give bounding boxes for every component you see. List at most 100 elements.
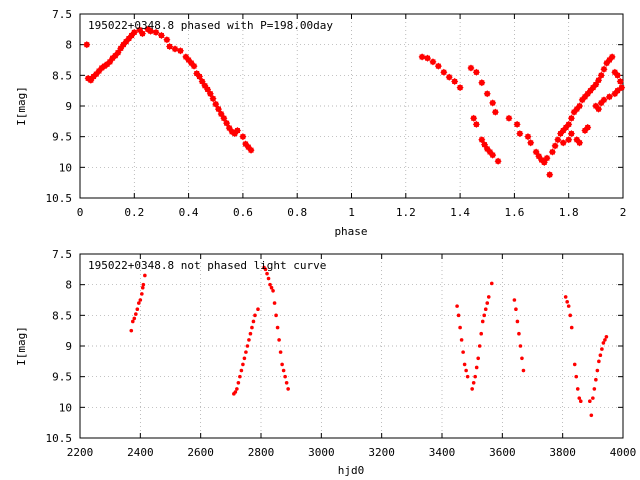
unphased-x-tick-label: 2400 [127, 446, 154, 459]
phased-y-tick-label: 10 [59, 161, 72, 174]
phased-data-point [206, 90, 214, 98]
phased-data-point [489, 151, 497, 159]
unphased-data-point [461, 350, 465, 354]
unphased-data-point [244, 350, 248, 354]
unphased-data-point [281, 368, 286, 373]
phased-data-point [600, 96, 608, 104]
unphased-data-point [473, 374, 477, 379]
unphased-data-point [242, 356, 247, 361]
phased-data-point [597, 71, 605, 79]
phased-y-tick-label: 8 [65, 39, 72, 52]
phased-data-point [551, 142, 559, 150]
unphased-y-tick-label: 10.5 [46, 432, 73, 445]
phased-data-point [176, 47, 184, 55]
phased-data-point [527, 139, 535, 147]
unphased-data-point [458, 325, 462, 330]
unphased-data-point [274, 313, 278, 318]
unphased-y-tick-label: 9 [65, 340, 72, 353]
unphased-data-point [284, 381, 289, 385]
unphased-data-point [277, 338, 281, 342]
unphased-data-point [140, 285, 145, 290]
unphased-data-point [470, 387, 474, 391]
phased-data-point [233, 126, 242, 135]
unphased-data-point [601, 341, 606, 345]
unphased-data-point [263, 267, 268, 272]
unphased-x-tick-label: 2800 [248, 446, 275, 459]
unphased-data-point [268, 282, 272, 287]
unphased-data-point [271, 289, 275, 293]
phased-data-point [546, 171, 554, 179]
phased-data-point [584, 123, 592, 132]
unphased-data-point [269, 285, 274, 290]
unphased-data-point [603, 338, 607, 342]
phased-data-point [190, 62, 198, 70]
unphased-data-point [253, 313, 257, 318]
unphased-data-point [595, 368, 600, 373]
phased-data-point [220, 114, 228, 122]
unphased-data-point [594, 377, 598, 382]
phased-plot-grid [79, 13, 624, 199]
unphased-data-point [275, 325, 280, 330]
unphased-data-point [578, 399, 583, 404]
unphased-x-tick-label: 3400 [429, 446, 456, 459]
phased-x-tick-label: 1.4 [450, 206, 470, 219]
unphased-data-point [597, 359, 601, 364]
phased-x-tick-label: 0.4 [179, 206, 199, 219]
unphased-x-axis-ticks: 2200 2400 2600 2800 3000 3200 3400 3600 3800 4000 [67, 254, 636, 459]
unphased-data-point [233, 390, 238, 394]
unphased-data-point [575, 387, 580, 391]
phased-data-point [209, 95, 217, 103]
phased-x-tick-label: 1.8 [559, 206, 579, 219]
unphased-data-point [479, 331, 484, 336]
unphased-data-point [592, 387, 597, 391]
phased-data-point [516, 130, 524, 138]
unphased-data-point [512, 298, 517, 302]
unphased-y-tick-label: 7.5 [52, 248, 72, 261]
phased-data-point [524, 133, 532, 141]
phased-y-tick-label: 10.5 [46, 192, 73, 205]
unphased-data-point [256, 307, 260, 312]
unphased-data-point [456, 313, 461, 318]
unphased-data-point [515, 319, 520, 324]
unphased-data-point [272, 301, 277, 305]
phased-data-point [467, 64, 475, 72]
phased-data-point [147, 27, 155, 35]
unphased-y-axis-label: I[mag] [15, 326, 28, 366]
phased-data-points [83, 25, 626, 179]
unphased-data-point [588, 399, 592, 404]
phased-data-point [494, 157, 502, 165]
phased-data-point [445, 73, 453, 81]
unphased-data-point [135, 307, 140, 312]
unphased-data-point [568, 313, 573, 318]
unphased-data-point [471, 381, 476, 385]
unphased-x-tick-label: 3000 [308, 446, 335, 459]
unphased-data-point [572, 362, 577, 367]
unphased-data-point [265, 271, 269, 276]
phased-light-curve-panel: 0 0.2 0.4 0.6 0.8 1 1.2 1.4 1.6 1.8 2 7.5 8 8.5 9 9.5 1… [15, 8, 626, 238]
unphased-data-point [574, 374, 579, 379]
unphased-data-point [489, 281, 494, 286]
phased-data-point [195, 73, 203, 81]
phased-data-point [576, 139, 584, 147]
unphased-data-point [283, 374, 287, 379]
phased-y-axis-label: I[mag] [15, 86, 28, 126]
unphased-y-tick-label: 8.5 [52, 309, 72, 322]
phased-x-tick-label: 1 [348, 206, 355, 219]
phased-data-point [171, 45, 179, 53]
unphased-data-point [563, 295, 568, 299]
unphased-data-point [600, 347, 604, 351]
unphased-data-point [286, 387, 290, 391]
phased-data-point [83, 41, 91, 49]
unphased-data-point [247, 338, 251, 342]
phased-data-point [470, 114, 478, 122]
unphased-data-point [474, 365, 479, 370]
phased-x-tick-label: 0.6 [233, 206, 253, 219]
unphased-data-point [250, 325, 254, 330]
unphased-data-point [514, 307, 518, 312]
unphased-data-point [569, 325, 574, 330]
phased-data-point [434, 62, 442, 70]
phased-data-point [152, 28, 160, 36]
phased-y-tick-label: 7.5 [52, 8, 72, 21]
unphased-x-tick-label: 2600 [187, 446, 214, 459]
phased-data-point [559, 139, 567, 147]
